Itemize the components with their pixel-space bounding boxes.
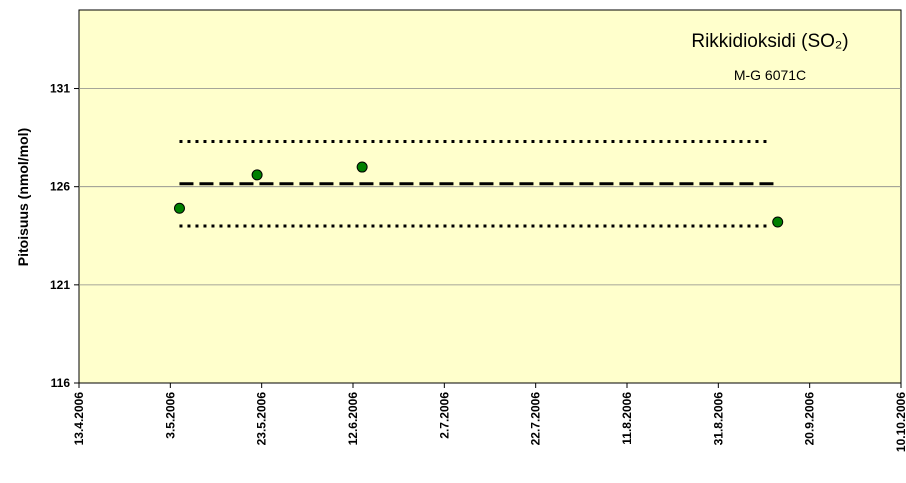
x-tick-label: 20.9.2006: [803, 392, 817, 446]
y-axis-label: Pitoisuus (nmol/mol): [15, 128, 31, 266]
x-tick-label: 12.6.2006: [346, 392, 360, 446]
chart-subtitle: M-G 6071C: [734, 67, 806, 83]
x-tick-label: 31.8.2006: [711, 392, 725, 446]
x-tick-label: 3.5.2006: [163, 392, 177, 439]
data-point: [772, 216, 784, 228]
x-tick-label: 22.7.2006: [529, 392, 543, 446]
y-tick-label: 121: [50, 278, 70, 292]
x-tick-label: 13.4.2006: [72, 392, 86, 446]
data-point: [356, 161, 368, 173]
plot-area: [78, 9, 902, 384]
x-tick-label: 23.5.2006: [255, 392, 269, 446]
y-tick-label: 116: [51, 376, 71, 390]
chart-title: Rikkidioksidi (SO₂): [691, 31, 848, 52]
y-tick-label: 126: [50, 180, 70, 194]
x-tick-label: 10.10.2006: [894, 392, 906, 452]
x-tick-label: 2.7.2006: [437, 392, 451, 439]
y-tick-label: 131: [50, 82, 70, 96]
data-point: [173, 202, 185, 214]
x-tick-label: 11.8.2006: [620, 392, 634, 445]
data-point: [251, 169, 263, 181]
